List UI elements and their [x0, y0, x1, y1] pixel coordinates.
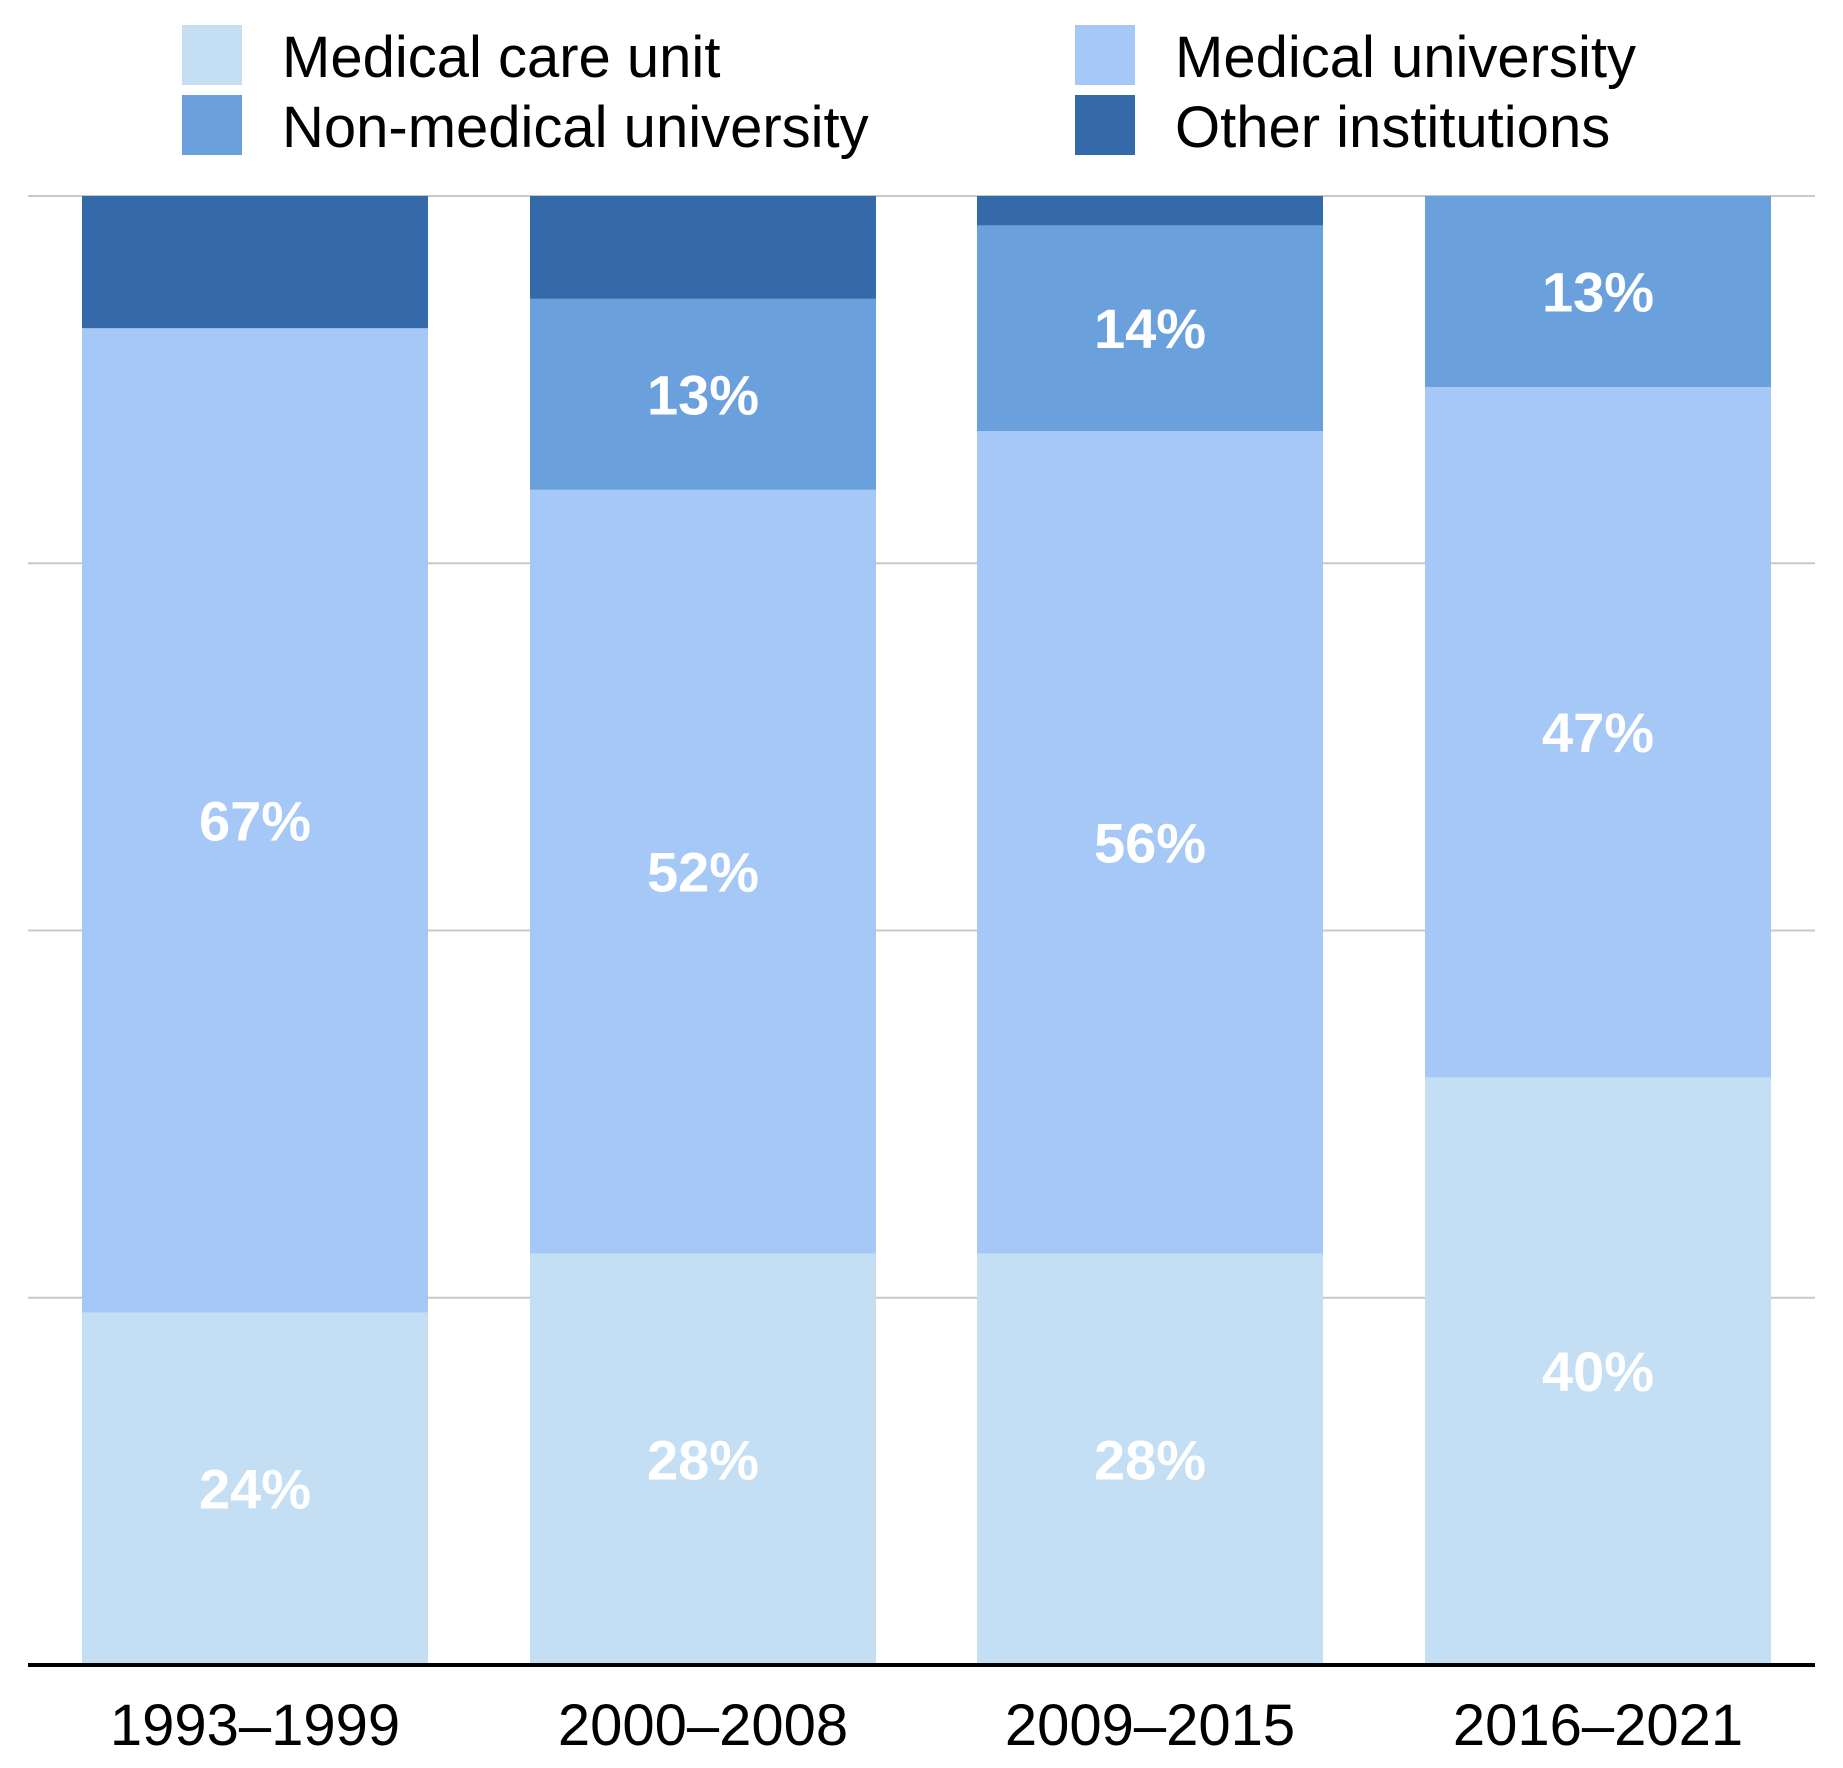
bar-segment-non-medical-university	[977, 225, 1323, 432]
data-label: 47%	[1542, 701, 1654, 764]
data-label: 28%	[1094, 1428, 1206, 1491]
legend-label-other-institutions: Other institutions	[1175, 95, 1610, 160]
legend-label-medical-care-unit: Medical care unit	[282, 25, 720, 90]
bar-segment-other-institutions	[82, 196, 428, 329]
x-tick-label: 2000–2008	[558, 1693, 848, 1758]
data-label: 13%	[1542, 260, 1654, 323]
data-label: 14%	[1094, 297, 1206, 360]
bar-segment-non-medical-university	[530, 298, 876, 490]
data-labels: 24% 67% 28% 52% 13% 28% 56% 14% 40% 47% 13%	[199, 260, 1654, 1520]
data-label: 67%	[199, 789, 311, 852]
bar-segment-medical-university	[82, 328, 428, 1313]
bar-segment-medical-university	[1425, 386, 1771, 1078]
x-tick-label: 1993–1999	[110, 1693, 400, 1758]
legend-swatch-medical-university	[1075, 25, 1135, 85]
legend-label-medical-university: Medical university	[1175, 25, 1636, 90]
data-label: 13%	[647, 363, 759, 426]
bars	[82, 196, 1771, 1665]
bar-segment-medical-care-unit	[977, 1253, 1323, 1665]
x-tick-label: 2009–2015	[1005, 1693, 1295, 1758]
bar-segment-other-institutions	[530, 196, 876, 299]
legend-swatch-medical-care-unit	[182, 25, 242, 85]
data-label: 40%	[1542, 1340, 1654, 1403]
bar-segment-other-institutions	[977, 196, 1323, 226]
data-label: 28%	[647, 1428, 759, 1491]
data-label: 52%	[647, 841, 759, 904]
legend-label-non-medical-university: Non-medical university	[282, 95, 869, 160]
data-label: 56%	[1094, 811, 1206, 874]
data-label: 24%	[199, 1458, 311, 1521]
legend-swatch-non-medical-university	[182, 95, 242, 155]
legend-swatch-other-institutions	[1075, 95, 1135, 155]
bar-segment-medical-care-unit	[82, 1312, 428, 1665]
bar-segment-medical-university	[530, 489, 876, 1254]
bar-segment-medical-university	[977, 431, 1323, 1254]
bar-segment-medical-care-unit	[530, 1253, 876, 1665]
bar-segment-non-medical-university	[1425, 196, 1771, 387]
legend: Medical care unit Medical university Non-m…	[182, 25, 1636, 160]
x-tick-label: 2016–2021	[1453, 1693, 1743, 1758]
bar-segment-medical-care-unit	[1425, 1077, 1771, 1665]
x-tick-labels: 1993–1999 2000–2008 2009–2015 2016–2021	[110, 1693, 1743, 1758]
